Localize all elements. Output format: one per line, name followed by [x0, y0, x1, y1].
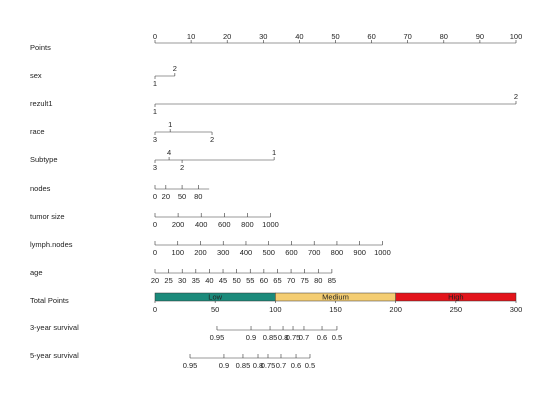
row-label: tumor size [30, 212, 65, 221]
row-label: 5-year survival [30, 351, 79, 360]
tick-label: 0 [153, 32, 157, 41]
tick-label: 700 [308, 248, 321, 257]
tick-label: 400 [240, 248, 253, 257]
tick-label: 600 [218, 220, 231, 229]
tick-label: 0.75 [261, 361, 276, 370]
tick-label: 0.9 [246, 333, 256, 342]
band-label: Low [208, 292, 222, 301]
tick-label: 0.6 [291, 361, 301, 370]
row-label: Points [30, 43, 51, 52]
tick-label: 200 [194, 248, 207, 257]
tick-label: 20 [162, 192, 170, 201]
tick-label: 0.8 [278, 333, 288, 342]
tick-label: 30 [259, 32, 267, 41]
tick-label: 0.7 [276, 361, 286, 370]
tick-label: 20 [151, 276, 159, 285]
tick-label: 3 [153, 163, 157, 172]
tick-label: 0 [153, 192, 157, 201]
row-label: rezult1 [30, 99, 53, 108]
band-label: Medium [322, 292, 349, 301]
tick-label: 150 [329, 305, 342, 314]
row-label: age [30, 268, 43, 277]
tick-label: 45 [219, 276, 227, 285]
tick-label: 90 [476, 32, 484, 41]
row-label: nodes [30, 184, 51, 193]
tick-label: 2 [210, 135, 214, 144]
tick-label: 85 [328, 276, 336, 285]
tick-label: 80 [440, 32, 448, 41]
tick-label: 1 [153, 79, 157, 88]
tick-label: 0.8 [253, 361, 263, 370]
tick-label: 25 [164, 276, 172, 285]
tick-label: 400 [195, 220, 208, 229]
tick-label: 80 [194, 192, 202, 201]
tick-label: 0 [153, 248, 157, 257]
tick-label: 200 [172, 220, 185, 229]
tick-label: 0.85 [263, 333, 278, 342]
tick-label: 1 [168, 120, 172, 129]
tick-label: 55 [246, 276, 254, 285]
tick-label: 600 [285, 248, 298, 257]
tick-label: 40 [205, 276, 213, 285]
tick-label: 30 [178, 276, 186, 285]
tick-label: 60 [367, 32, 375, 41]
row-label: Total Points [30, 296, 69, 305]
tick-label: 75 [301, 276, 309, 285]
tick-label: 10 [187, 32, 195, 41]
tick-label: 50 [211, 305, 219, 314]
tick-label: 2 [514, 92, 518, 101]
tick-label: 50 [178, 192, 186, 201]
row-label: lymph.nodes [30, 240, 73, 249]
tick-label: 35 [192, 276, 200, 285]
tick-label: 0.6 [317, 333, 327, 342]
tick-label: 40 [295, 32, 303, 41]
tick-label: 0 [153, 305, 157, 314]
row-label: 3-year survival [30, 323, 79, 332]
tick-label: 65 [273, 276, 281, 285]
tick-label: 300 [510, 305, 523, 314]
tick-label: 0.7 [299, 333, 309, 342]
tick-label: 800 [331, 248, 344, 257]
tick-label: 70 [404, 32, 412, 41]
tick-label: 0.95 [210, 333, 225, 342]
tick-label: 800 [241, 220, 254, 229]
tick-label: 2 [173, 64, 177, 73]
tick-label: 900 [353, 248, 366, 257]
tick-label: 0.85 [236, 361, 251, 370]
tick-label: 100 [171, 248, 184, 257]
tick-label: 4 [167, 148, 171, 157]
tick-label: 2 [180, 163, 184, 172]
tick-label: 250 [450, 305, 463, 314]
tick-label: 0.5 [332, 333, 342, 342]
row-label: race [30, 127, 45, 136]
tick-label: 1 [153, 107, 157, 116]
row-label: Subtype [30, 155, 58, 164]
tick-label: 70 [287, 276, 295, 285]
tick-label: 1 [272, 148, 276, 157]
tick-label: 20 [223, 32, 231, 41]
tick-label: 60 [260, 276, 268, 285]
tick-label: 0.9 [219, 361, 229, 370]
tick-label: 3 [153, 135, 157, 144]
tick-label: 0.75 [286, 333, 301, 342]
tick-label: 50 [331, 32, 339, 41]
tick-label: 500 [262, 248, 275, 257]
tick-label: 200 [389, 305, 402, 314]
tick-label: 0.5 [305, 361, 315, 370]
tick-label: 0.95 [183, 361, 198, 370]
tick-label: 300 [217, 248, 230, 257]
tick-label: 80 [314, 276, 322, 285]
tick-label: 100 [269, 305, 282, 314]
band-label: High [448, 292, 463, 301]
row-label: sex [30, 71, 42, 80]
tick-label: 1000 [374, 248, 391, 257]
tick-label: 100 [510, 32, 523, 41]
tick-label: 50 [232, 276, 240, 285]
tick-label: 1000 [262, 220, 279, 229]
tick-label: 0 [153, 220, 157, 229]
